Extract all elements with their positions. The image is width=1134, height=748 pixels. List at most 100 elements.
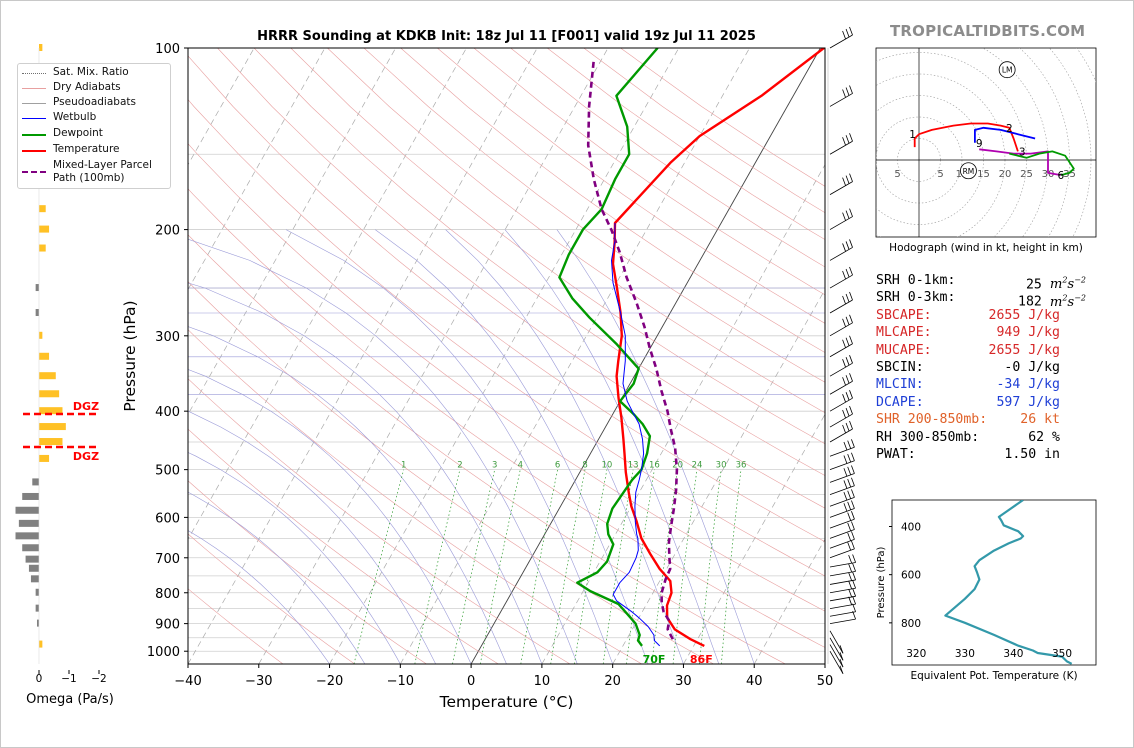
wind-barb	[829, 446, 855, 457]
mixing-ratio-label: 4	[518, 461, 523, 471]
wind-barb	[829, 603, 856, 610]
wind-barb	[829, 518, 855, 529]
mixing-ratio-line	[626, 469, 655, 664]
dry-adiabat	[253, 48, 825, 476]
stat-row: MLCIN: -34 J/kg	[876, 376, 1086, 393]
wind-barb-flag	[852, 580, 856, 589]
wind-barb-flag	[847, 532, 852, 541]
dry-adiabat	[188, 588, 284, 664]
wind-barb-flag	[843, 441, 848, 451]
x-tick-label: 10	[534, 674, 551, 689]
theta-y-tick-label: 600	[901, 570, 921, 582]
pseudoadiabat	[188, 282, 543, 664]
omega-bar	[39, 331, 43, 339]
wind-barb-flag	[851, 511, 855, 520]
wind-barb-flag	[849, 355, 853, 364]
wind-barb-flag	[847, 522, 852, 531]
wind-barb-flag	[849, 314, 853, 323]
wind-barb-flag	[851, 540, 855, 550]
hodo-height-label: 9	[976, 138, 983, 150]
wind-barb-flag	[852, 571, 856, 581]
omega-bar	[36, 619, 39, 627]
wind-barb-flag	[845, 293, 850, 303]
omega-bar	[39, 423, 66, 431]
omega-bar	[39, 205, 46, 213]
omega-bar	[39, 372, 56, 380]
wind-barb	[829, 595, 856, 602]
wind-barb-flag	[839, 665, 844, 674]
trace-dewpoint	[558, 48, 659, 647]
theta-y-tick-label: 400	[901, 521, 921, 533]
omega-bar	[35, 284, 39, 292]
wind-barb-flag	[842, 424, 846, 434]
dry-adiabat	[188, 99, 825, 577]
omega-bar	[39, 390, 60, 398]
hodo-ring-label: 5	[894, 169, 900, 180]
theta-x-tick-label: 350	[1052, 648, 1072, 660]
dry-adiabat	[188, 281, 714, 664]
wind-barb-flag	[852, 554, 856, 563]
wind-barb-flag	[842, 212, 846, 221]
hodograph-area: 5510152025303512369LMRM	[876, 48, 1096, 237]
stat-row: DCAPE: 597 J/kg	[876, 394, 1086, 411]
stat-label: MLCIN:	[876, 377, 924, 393]
stats-panel: SRH 0-1km: 25 m2s−2 SRH 0-3km: 182 m2s−2 SBC…	[876, 272, 1086, 463]
stat-value: 26 kt	[1020, 412, 1060, 428]
y-tick-label: 1000	[147, 645, 180, 660]
wind-barb	[829, 562, 856, 568]
stat-label: SRH 0-3km:	[876, 290, 956, 306]
mixing-ratio-label: 20	[672, 461, 683, 471]
legend-item-parcel-path: Mixed-Layer Parcel Path (100mb)	[22, 159, 168, 186]
omega-bar	[35, 604, 39, 612]
hodo-height-label: 1	[909, 129, 916, 141]
wind-barb-flag	[845, 337, 850, 346]
wind-barb-flag	[843, 480, 848, 489]
wind-barb-flag	[852, 588, 856, 597]
wind-barb	[829, 413, 853, 428]
wind-barb-flag	[847, 453, 852, 463]
wind-barb-flag	[851, 500, 855, 509]
wind-barb-flag	[847, 490, 852, 499]
stat-value: -0 J/kg	[1004, 359, 1060, 375]
x-tick-label: 20	[604, 674, 621, 689]
chart-title: HRRR Sounding at KDKB Init: 18z Jul 11 […	[257, 29, 756, 44]
stat-value: -34 J/kg	[996, 377, 1060, 393]
stat-value: 62 %	[1028, 429, 1060, 445]
y-tick-label: 300	[155, 330, 180, 345]
wind-barb-flag	[842, 270, 846, 280]
wind-barb-flag	[842, 377, 846, 386]
y-tick-label: 900	[155, 618, 180, 633]
stat-row: RH 300-850mb: 62 %	[876, 429, 1086, 446]
stat-row: MLCAPE: 949 J/kg	[876, 324, 1086, 341]
stat-label: SBCAPE:	[876, 307, 932, 323]
dry-adiabat	[437, 48, 825, 324]
stat-label: MUCAPE:	[876, 342, 932, 358]
wind-barb-flag	[847, 478, 852, 488]
stat-value: 949 J/kg	[996, 325, 1060, 341]
wind-barb	[829, 485, 855, 495]
wind-barb-flag	[849, 26, 853, 36]
stat-value: 1.50 in	[1004, 446, 1060, 462]
hodo-ring-label: 25	[1020, 169, 1033, 180]
mixing-ratio-label: 2	[457, 461, 462, 471]
wind-barb-flag	[847, 466, 852, 476]
stat-value: 25 m2s−2	[1026, 272, 1086, 294]
wind-barb-flag	[842, 30, 846, 40]
wind-barb-flag	[848, 572, 853, 581]
omega-bar	[22, 544, 39, 552]
wind-barb-flag	[851, 465, 855, 474]
dgz-label-top: DGZ	[73, 400, 99, 413]
wind-barb-flag	[845, 357, 850, 366]
isotherm	[188, 48, 255, 166]
hodo-ring-label: 20	[999, 169, 1012, 180]
wind-barb	[829, 247, 853, 261]
dry-adiabat	[188, 533, 355, 664]
x-tick-label: −10	[387, 674, 414, 689]
wind-barb-flag	[845, 241, 850, 250]
stat-row: SRH 0-1km: 25 m2s−2	[876, 272, 1086, 292]
dry-adiabat	[188, 143, 825, 612]
omega-bar	[28, 564, 39, 572]
wind-barb-flag	[849, 291, 853, 301]
wind-barb-flag	[849, 208, 853, 217]
wind-barb-flag	[842, 137, 846, 146]
